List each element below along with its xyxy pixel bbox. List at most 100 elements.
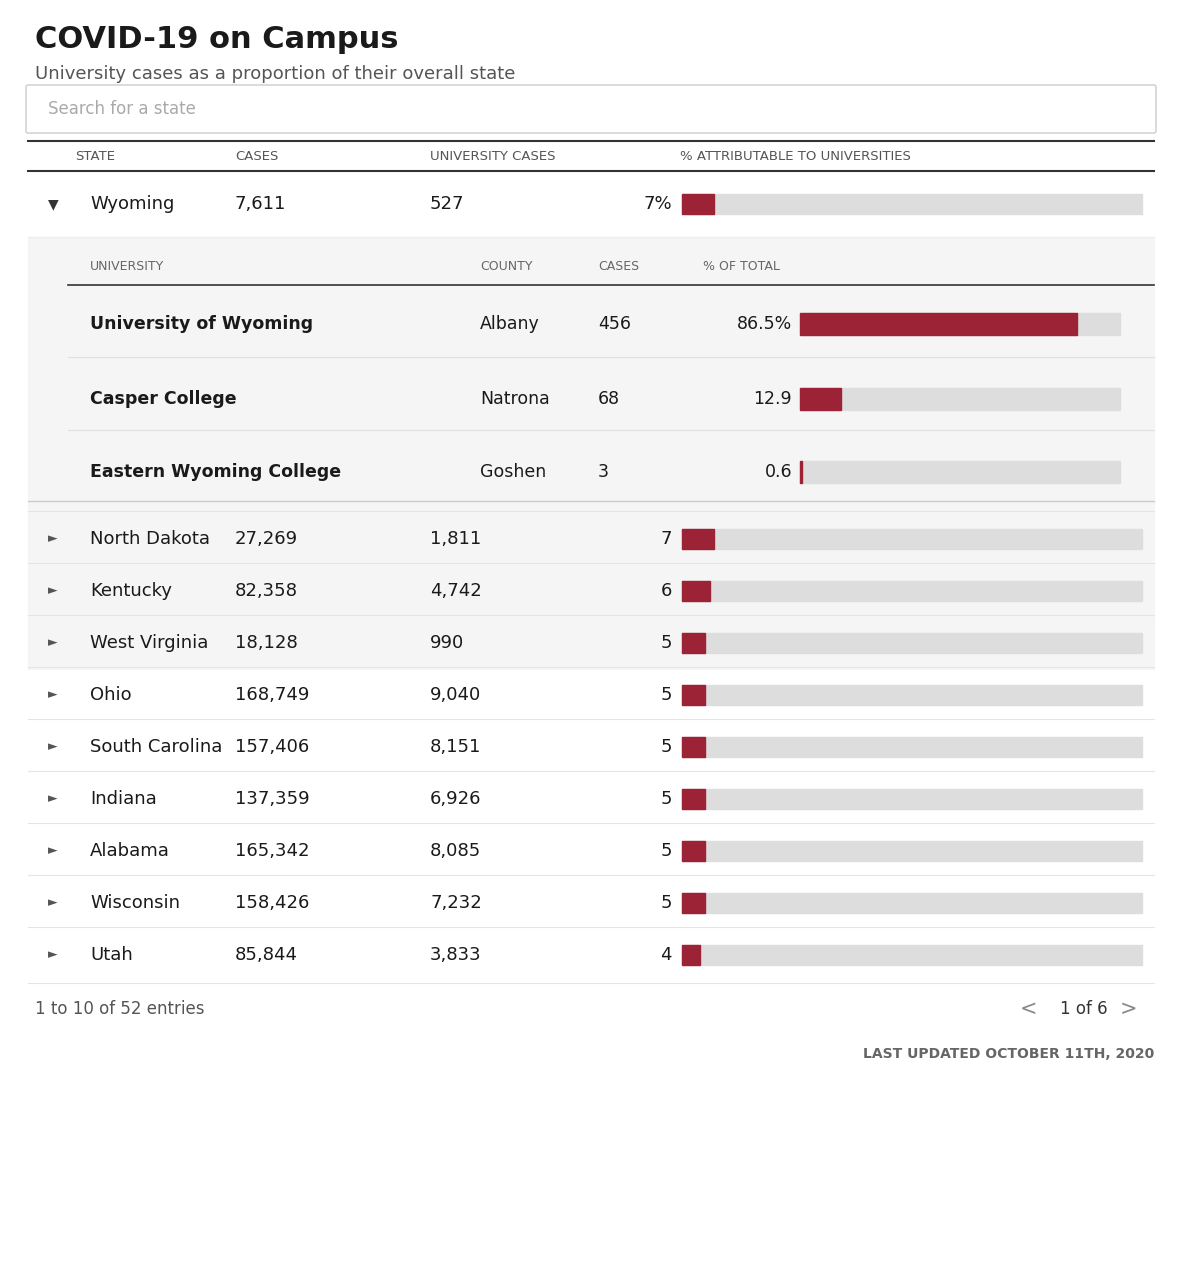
Text: University cases as a proportion of their overall state: University cases as a proportion of thei…: [35, 65, 515, 83]
Bar: [682, 788, 704, 809]
FancyBboxPatch shape: [26, 85, 1156, 134]
Text: 1 of 6: 1 of 6: [1060, 1000, 1108, 1018]
Text: 5: 5: [661, 894, 673, 912]
Text: ►: ►: [48, 741, 58, 754]
Text: South Carolina: South Carolina: [90, 738, 222, 756]
Text: 7: 7: [661, 530, 673, 548]
Text: 85,844: 85,844: [235, 946, 298, 964]
Text: 5: 5: [661, 634, 673, 652]
Text: LAST UPDATED OCTOBER 11TH, 2020: LAST UPDATED OCTOBER 11TH, 2020: [863, 1046, 1154, 1061]
Text: 7,232: 7,232: [430, 894, 482, 912]
Bar: [682, 892, 1142, 913]
Text: 5: 5: [661, 738, 673, 756]
Bar: [682, 945, 1142, 966]
Text: 1 to 10 of 52 entries: 1 to 10 of 52 entries: [35, 1000, 204, 1018]
Text: 168,749: 168,749: [235, 686, 310, 704]
Text: ►: ►: [48, 896, 58, 909]
Bar: [682, 633, 1142, 654]
Text: University of Wyoming: University of Wyoming: [90, 315, 313, 333]
Text: COVID-19 on Campus: COVID-19 on Campus: [35, 24, 398, 54]
Bar: [682, 194, 1142, 214]
Text: 8,151: 8,151: [430, 738, 481, 756]
Bar: [682, 529, 714, 550]
Text: Kentucky: Kentucky: [90, 582, 173, 600]
Text: 6: 6: [661, 582, 673, 600]
Text: 527: 527: [430, 195, 465, 213]
Text: 7%: 7%: [643, 195, 673, 213]
Text: ►: ►: [48, 949, 58, 962]
Text: ▼: ▼: [48, 196, 59, 211]
Text: 5: 5: [661, 842, 673, 860]
Bar: [682, 737, 1142, 758]
Text: 990: 990: [430, 634, 465, 652]
Text: % OF TOTAL: % OF TOTAL: [703, 259, 780, 272]
Bar: [682, 580, 709, 601]
Bar: [682, 841, 1142, 862]
Text: Natrona: Natrona: [480, 390, 550, 408]
Bar: [682, 841, 704, 862]
Text: Wisconsin: Wisconsin: [90, 894, 180, 912]
Bar: [28, 238, 1154, 669]
Text: 7,611: 7,611: [235, 195, 286, 213]
Bar: [800, 388, 1121, 410]
Text: ►: ►: [48, 637, 58, 650]
Text: STATE: STATE: [74, 149, 115, 163]
Bar: [800, 313, 1121, 335]
Text: ►: ►: [48, 584, 58, 597]
Text: Indiana: Indiana: [90, 790, 157, 808]
Text: North Dakota: North Dakota: [90, 530, 210, 548]
Text: West Virginia: West Virginia: [90, 634, 208, 652]
Bar: [682, 737, 704, 758]
Text: 6,926: 6,926: [430, 790, 481, 808]
Text: Utah: Utah: [90, 946, 132, 964]
Text: >: >: [1121, 999, 1137, 1019]
Text: Alabama: Alabama: [90, 842, 170, 860]
Text: COUNTY: COUNTY: [480, 259, 533, 272]
Text: ►: ►: [48, 845, 58, 858]
Text: % ATTRIBUTABLE TO UNIVERSITIES: % ATTRIBUTABLE TO UNIVERSITIES: [680, 149, 911, 163]
Bar: [682, 892, 704, 913]
Text: ►: ►: [48, 688, 58, 701]
Text: Casper College: Casper College: [90, 390, 236, 408]
Text: 18,128: 18,128: [235, 634, 298, 652]
Text: 157,406: 157,406: [235, 738, 310, 756]
Bar: [682, 788, 1142, 809]
Bar: [800, 461, 801, 483]
Bar: [682, 194, 714, 214]
Text: 8,085: 8,085: [430, 842, 481, 860]
Bar: [800, 461, 1121, 483]
Text: CASES: CASES: [235, 149, 279, 163]
Text: Eastern Wyoming College: Eastern Wyoming College: [90, 464, 342, 482]
Text: UNIVERSITY: UNIVERSITY: [90, 259, 164, 272]
Bar: [682, 580, 1142, 601]
Text: 158,426: 158,426: [235, 894, 310, 912]
Text: 0.6: 0.6: [765, 464, 792, 482]
Text: Wyoming: Wyoming: [90, 195, 175, 213]
Text: 5: 5: [661, 686, 673, 704]
Text: 4,742: 4,742: [430, 582, 482, 600]
Text: ►: ►: [48, 792, 58, 805]
Text: 82,358: 82,358: [235, 582, 298, 600]
Text: 137,359: 137,359: [235, 790, 310, 808]
Text: 5: 5: [661, 790, 673, 808]
Text: <: <: [1020, 999, 1038, 1019]
Bar: [800, 313, 1077, 335]
Text: Search for a state: Search for a state: [48, 100, 196, 118]
Text: 165,342: 165,342: [235, 842, 310, 860]
Bar: [682, 684, 704, 705]
Text: 4: 4: [661, 946, 673, 964]
Bar: [682, 945, 701, 966]
Text: 68: 68: [598, 390, 621, 408]
Bar: [682, 633, 704, 654]
Text: 3: 3: [598, 464, 609, 482]
Bar: [682, 529, 1142, 550]
Text: 456: 456: [598, 315, 631, 333]
Text: Goshen: Goshen: [480, 464, 546, 482]
Text: UNIVERSITY CASES: UNIVERSITY CASES: [430, 149, 556, 163]
Bar: [800, 388, 842, 410]
Text: CASES: CASES: [598, 259, 639, 272]
Text: 86.5%: 86.5%: [736, 315, 792, 333]
Text: Ohio: Ohio: [90, 686, 131, 704]
Bar: [682, 684, 1142, 705]
Text: Albany: Albany: [480, 315, 540, 333]
